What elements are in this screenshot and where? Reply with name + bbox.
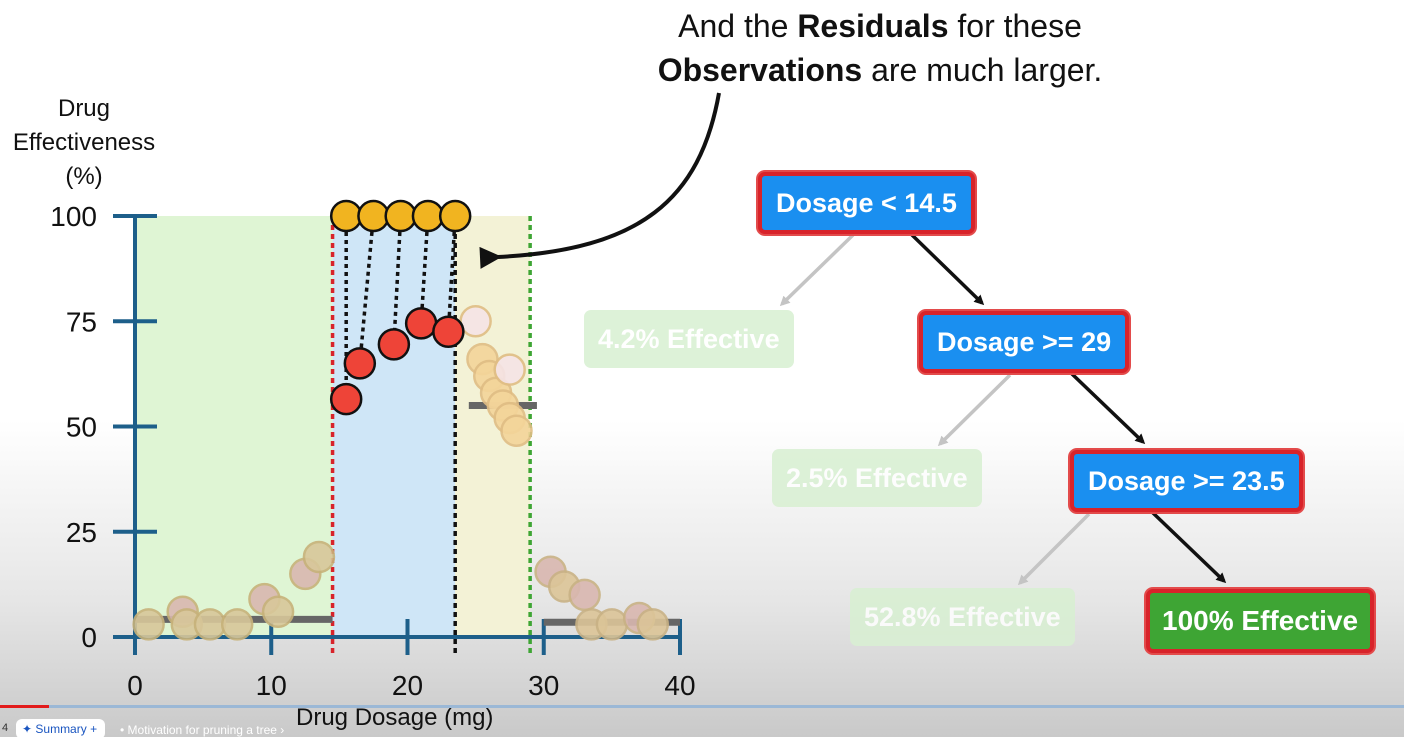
point-observed-1 (343, 347, 377, 380)
x-tick-label-40: 40 (664, 670, 695, 701)
callout-arrow (479, 92, 721, 269)
progress-fill (0, 705, 50, 708)
tree-leaf-2: 2.5% Effective (772, 449, 982, 507)
tree-leaf-3: 52.8% Effective (850, 588, 1075, 646)
residual-line-2 (392, 215, 403, 345)
point-mid-7 (493, 353, 526, 386)
point-observed-0 (329, 382, 363, 416)
residual-line-3 (419, 215, 430, 324)
tree-node-2: Dosage >= 29 (919, 311, 1130, 373)
y-axis-label: Drug Effectiveness (%) (12, 95, 156, 190)
y-tick-label-50: 50 (66, 412, 97, 443)
point-high-2 (568, 578, 601, 612)
point-high-4 (595, 608, 629, 641)
point-low-4 (220, 608, 254, 641)
tree-edge-3-4 (1150, 510, 1227, 584)
tree-leaf-1: 4.2% Effective (584, 310, 794, 368)
residual-line-1 (358, 215, 376, 364)
y-tick-label-100: 100 (50, 201, 97, 232)
y-tick-label-25: 25 (66, 517, 97, 548)
point-mid-6 (500, 414, 533, 447)
x-tick-label-30: 30 (528, 670, 559, 701)
point-predicted-2 (384, 199, 417, 233)
tree-edge-faded-2 (937, 373, 1012, 447)
point-observed-4 (432, 315, 465, 349)
progress-track[interactable] (0, 705, 1404, 708)
region-1 (332, 216, 456, 637)
tree-edge-2-3 (1069, 371, 1146, 445)
tree-node-3: Dosage >= 23.5 (1070, 450, 1303, 512)
point-mid-0 (459, 305, 492, 338)
x-tick-label-10: 10 (256, 670, 287, 701)
point-low-6 (261, 595, 295, 628)
sparkle-icon: ✦ (22, 722, 36, 736)
chapter-title[interactable]: • Motivation for pruning a tree › (120, 723, 285, 737)
point-predicted-3 (411, 199, 445, 233)
point-predicted-0 (329, 199, 363, 233)
y-tick-label-0: 0 (81, 622, 97, 653)
x-tick-label-0: 0 (127, 670, 143, 701)
point-observed-3 (404, 307, 438, 340)
point-predicted-1 (357, 199, 390, 233)
tree-node-root: Dosage < 14.5 (758, 172, 975, 234)
x-axis-label: Drug Dosage (mg) (296, 704, 494, 731)
point-low-8 (302, 540, 336, 574)
callout-text: And the Residuals for these Observations… (657, 8, 1103, 88)
x-tick-label-20: 20 (392, 670, 423, 701)
y-tick-label-75: 75 (66, 306, 97, 337)
chapter-number: 4 (2, 722, 9, 734)
tree-edge-faded-3 (1017, 512, 1091, 586)
summary-chip[interactable]: ✦ Summary + (16, 719, 106, 739)
point-predicted-4 (438, 199, 472, 233)
point-low-0 (132, 608, 165, 641)
point-high-6 (636, 608, 669, 641)
tree-leaf-4: 100% Effective (1146, 589, 1375, 653)
tree-edge-faded-1 (779, 233, 855, 307)
tree-edge-1-2 (908, 231, 985, 306)
point-low-3 (193, 608, 227, 641)
residual-line-4 (446, 215, 457, 332)
point-observed-2 (377, 328, 411, 361)
